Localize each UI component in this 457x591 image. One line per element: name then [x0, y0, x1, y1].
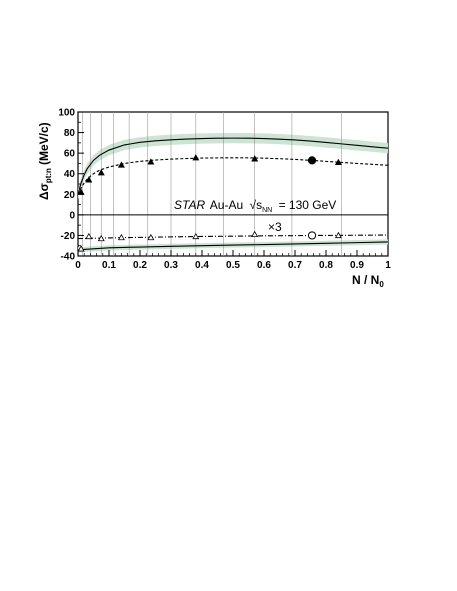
marker-triangle-2-3: [117, 233, 125, 241]
x-tick-labels: 0 0.1 0.2 0.3 0.4 0.5 0.6 0.7 0.8 0.9 1: [75, 260, 391, 271]
star-annotation: STAR Au-Au √sNN = 130 GeV: [174, 198, 336, 215]
y-tick-label: 0: [69, 210, 75, 221]
marker-triangle-2-0: [77, 245, 85, 252]
x-tick-label: 0.1: [102, 260, 116, 271]
series-line-3: [77, 241, 389, 251]
y-axis-subscript: pt:n: [44, 168, 53, 183]
x-tick-label: 0.7: [288, 260, 302, 271]
marker-triangle-1-3: [117, 161, 125, 168]
markers: [77, 154, 342, 252]
marker-triangle-2-5: [192, 232, 200, 240]
marker-circle-1-7: [307, 156, 317, 165]
x-axis-title: N / N0: [352, 273, 384, 289]
marker-triangle-1-5: [192, 154, 200, 161]
x-tick-label: 0.2: [133, 260, 147, 271]
scale-factor-label: ×3: [268, 220, 282, 234]
marker-triangle-2-8: [334, 231, 342, 239]
error-band-3: [78, 239, 388, 253]
marker-triangle-2-1: [85, 232, 93, 240]
x-tick-label: 0.6: [257, 260, 271, 271]
plot-area: [77, 111, 389, 257]
marker-circle-2-7: [307, 231, 317, 240]
energy-label: = 130 GeV: [279, 198, 337, 212]
marker-triangle-1-4: [147, 158, 155, 165]
sqrt-s-label: √s: [250, 198, 263, 212]
y-tick-label: 100: [58, 108, 75, 119]
series-line-2: [77, 234, 389, 240]
marker-triangle-1-2: [97, 169, 105, 176]
y-tick-label: 80: [64, 128, 76, 139]
star-label: STAR: [174, 198, 205, 212]
y-tick-label: -20: [61, 231, 76, 242]
x-tick-label: 1: [385, 260, 391, 271]
x-axis-label: N / N: [352, 273, 379, 287]
marker-triangle-2-6: [251, 230, 259, 238]
y-tick-label: -40: [61, 252, 76, 263]
collision-system: Au-Au: [210, 198, 243, 212]
y-tick-label: 20: [64, 190, 76, 201]
x-axis-subscript: 0: [379, 280, 384, 289]
marker-triangle-1-6: [251, 155, 259, 162]
x-tick-label: 0.5: [226, 260, 240, 271]
marker-triangle-2-4: [147, 233, 155, 241]
series-line-0: [77, 137, 389, 195]
y-axis-title: Δσpt:n (MeV/c): [37, 122, 53, 200]
y-tick-labels: -40 -20 0 20 40 60 80 100: [58, 108, 75, 263]
marker-triangle-2-2: [97, 234, 105, 242]
series-line-1: [77, 157, 389, 195]
x-tick-label: 0.4: [195, 260, 209, 271]
y-tick-label: 60: [64, 149, 76, 160]
x-tick-label: 0.3: [164, 260, 178, 271]
marker-triangle-1-8: [334, 158, 342, 166]
y-tick-label: 40: [64, 169, 76, 180]
axis-ticks: [77, 111, 389, 257]
x-tick-label: 0.9: [350, 260, 364, 271]
curves: [77, 137, 389, 251]
sqrt-s-subscript: NN: [262, 207, 272, 214]
marker-triangle-1-1: [85, 176, 93, 183]
y-axis-symbol: Δσ: [37, 183, 51, 200]
y-axis-unit: (MeV/c): [37, 122, 51, 165]
x-tick-label: 0: [75, 260, 81, 271]
x-tick-label: 0.8: [319, 260, 333, 271]
error-bands: [78, 132, 388, 253]
bin-lines: [82, 112, 342, 256]
